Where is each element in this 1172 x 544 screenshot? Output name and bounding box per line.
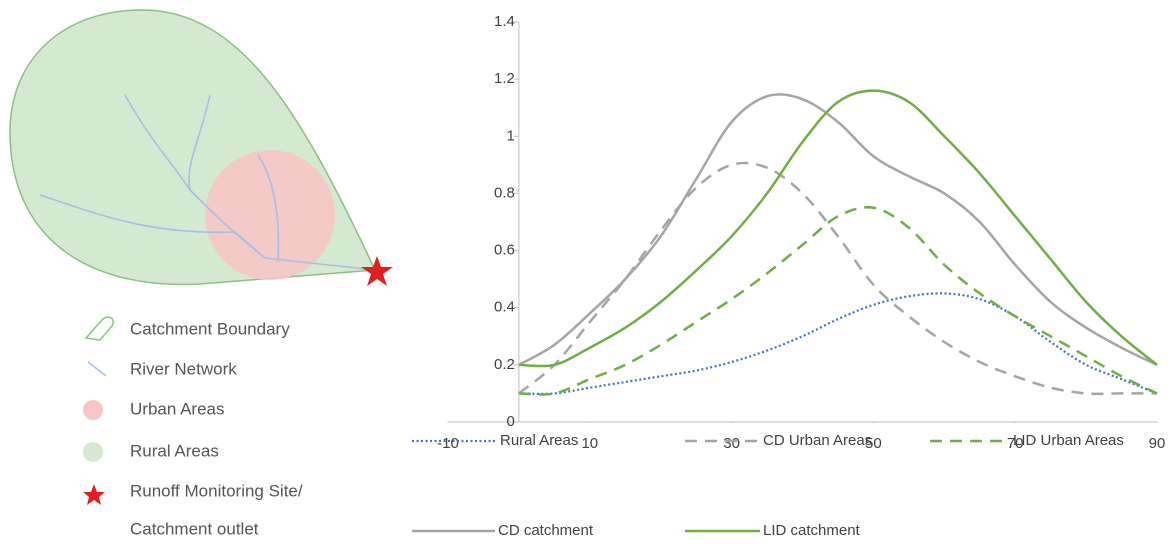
legend-icon	[83, 484, 105, 505]
legend-label: CD catchment	[498, 522, 594, 539]
legend-label: CD Urban Areas	[763, 432, 872, 449]
x-tick-label: 30	[723, 435, 740, 452]
legend-icon	[83, 400, 103, 420]
legend-label: LID Urban Areas	[1013, 432, 1124, 449]
series-line	[519, 163, 1157, 394]
diagram-legend: Catchment Boundary River Network Urban A…	[83, 317, 303, 538]
x-tick-label: -10	[437, 435, 459, 452]
x-tick-label: 90	[1149, 435, 1166, 452]
y-tick-label: 1	[507, 127, 515, 144]
legend-label: Rural Areas	[130, 441, 219, 460]
legend-label: River Network	[130, 359, 237, 378]
series-line	[519, 94, 1157, 364]
y-tick-label: 0.8	[494, 184, 515, 201]
legend-label: Rural Areas	[500, 432, 578, 449]
y-tick-label: 0.6	[494, 242, 515, 259]
y-tick-label: 0.2	[494, 356, 515, 373]
legend-label: LID catchment	[763, 522, 861, 539]
legend-label: Runoff Monitoring Site/	[130, 481, 303, 500]
y-tick-label: 1.4	[494, 13, 515, 30]
legend-icon	[86, 317, 113, 340]
y-tick-label: 0.4	[494, 299, 515, 316]
figure: Catchment Boundary River Network Urban A…	[0, 0, 1172, 544]
x-tick-label: 10	[581, 435, 598, 452]
y-tick-label: 0	[507, 413, 515, 430]
catchment-diagram	[10, 10, 393, 286]
y-tick-label: 1.2	[494, 70, 515, 87]
legend-label: Urban Areas	[130, 399, 225, 418]
series-line	[519, 91, 1157, 367]
legend-label: Catchment outlet	[130, 519, 259, 538]
legend-icon	[83, 442, 103, 462]
legend-label: Catchment Boundary	[130, 319, 290, 338]
urban-area	[205, 150, 335, 280]
legend-icon	[88, 362, 106, 376]
